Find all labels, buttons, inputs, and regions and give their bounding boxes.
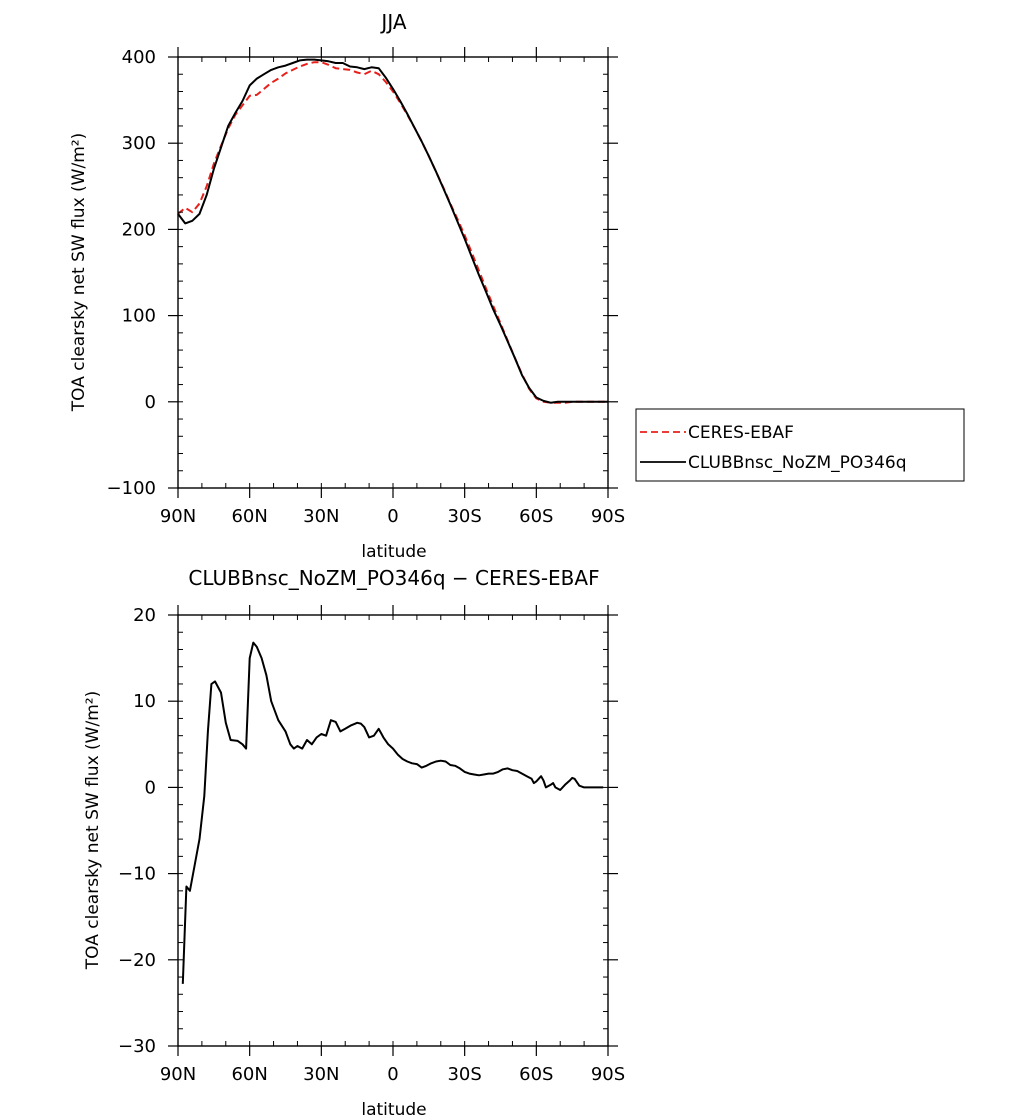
bottom-chart-ylabel: TOA clearsky net SW flux (W/m²)	[83, 691, 103, 970]
top-xtick-label: 60S	[519, 506, 553, 527]
top-chart-xlabel: latitude	[361, 542, 426, 562]
bottom-xtick-label: 90N	[160, 1064, 196, 1085]
top-ytick-label: 300	[122, 133, 156, 154]
top-xtick-label: 0	[387, 506, 398, 527]
top-ytick-label: 0	[145, 392, 156, 413]
legend-box	[635, 408, 965, 482]
bottom-ytick-label: 10	[133, 691, 156, 712]
bottom-xtick-label: 90S	[591, 1064, 625, 1085]
bottom-ytick-label: −10	[118, 864, 156, 885]
bottom-xtick-label: 60S	[519, 1064, 553, 1085]
top-chart-title: JJA	[379, 10, 406, 34]
legend-label-ceres: CERES-EBAF	[688, 423, 794, 443]
top-xtick-label: 60N	[231, 506, 267, 527]
bottom-ytick-label: 20	[133, 605, 156, 626]
legend-label-model: CLUBBnsc_NoZM_PO346q	[688, 453, 907, 473]
top-xtick-label: 90S	[591, 506, 625, 527]
bottom-xtick-label: 60N	[231, 1064, 267, 1085]
top-ytick-label: 100	[122, 306, 156, 327]
top-chart-ylabel: TOA clearsky net SW flux (W/m²)	[69, 133, 89, 412]
top-series-line-clubbnsc-nozm-po346q	[177, 58, 608, 404]
bottom-xtick-label: 0	[387, 1064, 398, 1085]
top-series-line-ceres-ebaf	[177, 61, 608, 404]
legend: CERES-EBAF CLUBBnsc_NoZM_PO346q	[635, 408, 965, 482]
bottom-chart-frame	[177, 614, 609, 1047]
bottom-ytick-label: 0	[145, 777, 156, 798]
top-chart-panel: JJA −100 0 100 200 300 400 90N 60N 30N 0 30S 60S 90S…	[69, 10, 965, 562]
bottom-series-line-0	[181, 641, 604, 984]
bottom-xtick-label: 30S	[447, 1064, 481, 1085]
bottom-xtick-label: 30N	[303, 1064, 339, 1085]
top-ytick-label: −100	[107, 478, 156, 499]
top-ytick-label: 400	[122, 47, 156, 68]
bottom-chart-panel: CLUBBnsc_NoZM_PO346q − CERES-EBAF −30 −20…	[83, 566, 625, 1120]
top-xtick-label: 90N	[160, 506, 196, 527]
top-xtick-label: 30N	[303, 506, 339, 527]
top-chart-frame	[177, 56, 609, 489]
bottom-ytick-label: −20	[118, 950, 156, 971]
bottom-chart-xlabel: latitude	[361, 1100, 426, 1120]
top-xtick-label: 30S	[447, 506, 481, 527]
bottom-chart-title: CLUBBnsc_NoZM_PO346q − CERES-EBAF	[188, 566, 599, 590]
bottom-ytick-label: −30	[118, 1036, 156, 1057]
top-ytick-label: 200	[122, 219, 156, 240]
